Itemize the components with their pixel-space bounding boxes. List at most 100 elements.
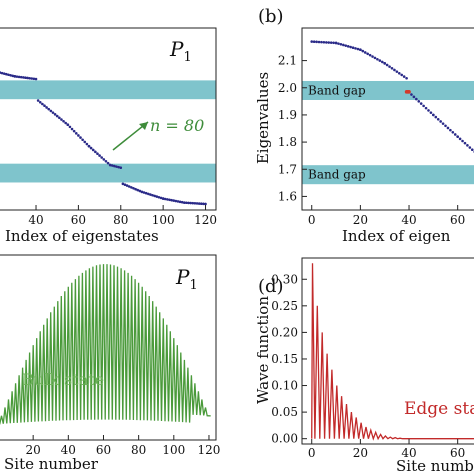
panel-b-point <box>351 46 355 49</box>
panel-b-point <box>419 102 423 105</box>
panel-b-point <box>424 106 428 110</box>
panel-a-point <box>189 201 192 205</box>
panel-a-point <box>45 106 48 109</box>
panel-b-point <box>444 124 447 128</box>
panel-a-point <box>72 129 76 133</box>
panel-a-point <box>102 158 106 161</box>
panel-b-point <box>332 41 335 45</box>
panel-a-point <box>151 193 154 197</box>
panel-b-point <box>361 49 365 53</box>
panel-d-annotation: Edge sta <box>404 399 474 419</box>
panel-b-point <box>417 100 421 103</box>
panel-a-point <box>187 201 190 205</box>
panel-a-point <box>147 192 150 196</box>
panel-b-point <box>390 66 394 70</box>
panel-c-xtick-label: 120 <box>198 443 221 457</box>
panel-a-point <box>83 140 87 144</box>
panel-d-ylabel: Wave function <box>254 296 272 404</box>
panel-b-point <box>376 57 379 61</box>
panel-b-point <box>383 62 387 65</box>
panel-a-point <box>91 148 95 152</box>
panel-a-point <box>185 201 188 205</box>
panel-a-point <box>81 138 84 142</box>
panel-b-band-label: Band gap <box>308 83 366 97</box>
panel-b-xtick-label: 60 <box>450 213 465 227</box>
panel-a-point <box>53 113 57 116</box>
panel-a-point <box>176 200 180 203</box>
panel-a-point <box>153 194 156 198</box>
panel-b-point <box>380 60 384 64</box>
panel-b-point <box>344 44 348 47</box>
panel-a-point <box>32 77 36 81</box>
panel-a-point <box>125 184 129 187</box>
panel-a-frame <box>0 27 217 211</box>
panel-a-point <box>94 150 97 154</box>
panel-b-edge-point <box>407 90 411 94</box>
panel-d-xtick-label: 20 <box>353 446 368 460</box>
panel-a-point <box>60 118 63 121</box>
panel-b-point <box>470 148 474 151</box>
panel-b-point <box>463 141 467 145</box>
panel-a-point <box>47 107 51 111</box>
panel-a-point <box>110 164 114 167</box>
panel-a-point <box>121 182 125 186</box>
panel-a-point <box>106 161 110 165</box>
panel-a-xlabel: Index of eigenstates <box>5 227 159 245</box>
panel-c-xlabel: Site number <box>4 455 99 473</box>
panel-b-point <box>366 52 369 56</box>
panel-a-point <box>66 123 70 127</box>
panel-a-point <box>117 165 120 169</box>
panel-b-point <box>327 41 331 44</box>
panel-b-point <box>412 95 416 99</box>
panel-b-point <box>405 76 408 80</box>
panel-b-point <box>317 40 321 44</box>
panel-a-point <box>180 200 184 204</box>
panel-b-band-gap <box>302 80 474 100</box>
panel-a-point <box>87 144 91 148</box>
panel-b-point <box>325 41 328 44</box>
panel-a-point <box>191 201 195 205</box>
panel-b-ytick-label: 1.7 <box>278 162 297 176</box>
panel-b-point <box>339 42 343 46</box>
panel-d-ytick-label: 0.20 <box>271 325 298 339</box>
panel-c-xtick-label: 100 <box>162 443 185 457</box>
panel-a-point <box>98 154 101 157</box>
panel-a-point <box>172 199 176 202</box>
panel-b-point <box>356 47 360 51</box>
panel-a-point <box>58 116 61 120</box>
panel-b-point <box>371 55 374 58</box>
panel-a-point <box>15 75 19 78</box>
panel-a-point <box>138 189 142 193</box>
panel-a-point <box>127 185 131 188</box>
panel-a-xtick-label: 120 <box>194 213 217 227</box>
panel-a-band-gap <box>0 163 216 183</box>
panel-a-point <box>100 156 104 159</box>
panel-a-band-gap <box>0 80 216 100</box>
panel-d-wavefunction-line <box>311 263 474 441</box>
panel-c-xtick-label: 80 <box>131 443 146 457</box>
panel-c-xtick-label: 60 <box>96 443 111 457</box>
panel-b-point <box>368 53 372 57</box>
panel-a-point <box>24 76 27 80</box>
panel-b-point <box>312 40 316 44</box>
panel-b-ytick-label: 1.6 <box>278 189 297 203</box>
panel-b-ytick-label: 2.1 <box>278 54 297 68</box>
panel-a-point <box>30 77 34 80</box>
panel-a-point <box>202 202 205 206</box>
panel-d-xtick-label: 60 <box>450 446 465 460</box>
panel-b-point <box>427 109 430 112</box>
panel-b-point <box>436 117 440 121</box>
panel-d-label: (d) <box>258 276 284 297</box>
panel-d-ytick-label: 0.00 <box>271 432 298 446</box>
panel-a-point <box>11 74 15 78</box>
panel-b-ytick-label: 1.9 <box>278 108 297 122</box>
panel-a-point <box>157 195 161 199</box>
panel-a-xtick-label: 80 <box>113 213 128 227</box>
panel-b-point <box>446 126 450 130</box>
panel-d: (d) 0 20 40 60 0.00 0.05 0.10 0.15 0.20 0.25 0.30… <box>254 257 474 474</box>
panel-b-band-gap <box>302 165 474 185</box>
panel-a-point <box>79 136 82 139</box>
panel-a-point <box>204 202 207 206</box>
panel-a-param: P1 <box>169 37 192 65</box>
panel-b-point <box>320 40 323 44</box>
